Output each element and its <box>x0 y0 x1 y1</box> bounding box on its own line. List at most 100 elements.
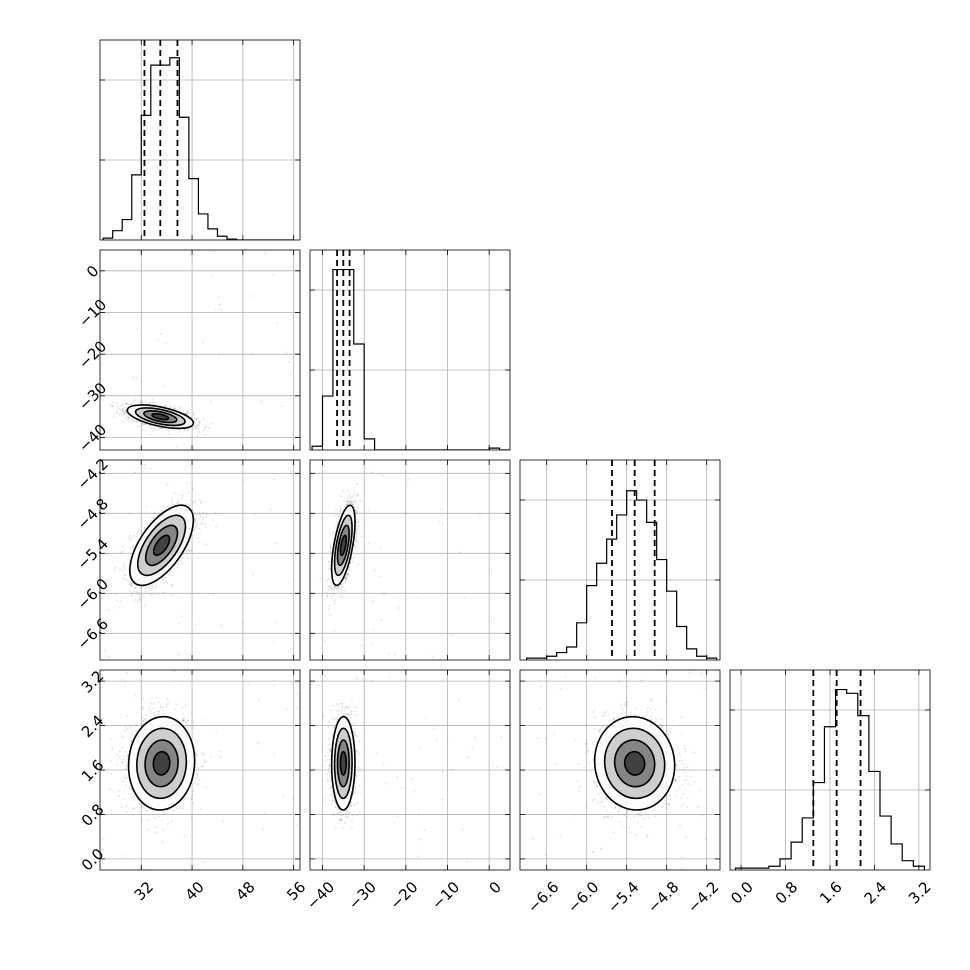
sample-point <box>204 523 206 526</box>
sample-point <box>127 416 130 419</box>
sample-point <box>130 584 133 587</box>
sample-point <box>196 435 199 438</box>
sample-point <box>354 501 357 504</box>
sample-point <box>335 509 337 512</box>
sample-point <box>337 515 340 518</box>
sample-point <box>198 541 201 544</box>
sample-point <box>201 516 204 519</box>
outlier-point <box>289 373 292 376</box>
sample-point <box>157 710 160 713</box>
outlier-point <box>220 308 223 311</box>
panel-frame <box>99 459 301 661</box>
sample-point <box>117 407 119 410</box>
contour-0 <box>152 534 171 557</box>
sample-point <box>125 411 128 414</box>
sample-point <box>156 429 159 431</box>
outlier-point <box>220 624 223 627</box>
sample-point <box>120 600 122 602</box>
outlier-point <box>450 634 453 637</box>
sample-point <box>133 590 135 592</box>
outlier-point <box>328 608 330 611</box>
sample-point <box>352 557 355 560</box>
sample-point <box>340 583 342 586</box>
sample-point <box>133 544 136 546</box>
sample-point <box>193 519 196 522</box>
sample-point <box>166 582 169 585</box>
sample-point <box>205 761 208 763</box>
sample-point <box>202 518 205 521</box>
sample-point <box>329 551 332 553</box>
histogram-1 <box>311 268 510 450</box>
outlier-point <box>492 618 495 620</box>
sample-point <box>132 545 135 548</box>
sample-point <box>145 402 148 404</box>
sample-point <box>330 546 332 549</box>
outlier-point <box>107 312 110 315</box>
sample-point <box>186 553 188 556</box>
sample-point <box>339 588 342 591</box>
sample-point <box>167 430 170 432</box>
sample-point <box>343 497 346 500</box>
sample-point <box>139 586 142 589</box>
density-fill-3 <box>340 535 347 556</box>
sample-point <box>198 421 201 424</box>
sample-point <box>184 412 187 415</box>
sample-point <box>346 500 349 502</box>
sample-point <box>144 604 146 607</box>
sample-point <box>133 399 135 402</box>
sample-point <box>193 418 196 421</box>
sample-point <box>135 420 138 423</box>
outlier-point <box>195 355 198 358</box>
sample-point <box>345 503 347 505</box>
outlier-point <box>273 274 275 276</box>
panel-frame <box>309 459 511 661</box>
contour-3 <box>129 504 195 587</box>
sample-point <box>141 531 144 533</box>
sample-point <box>196 513 198 516</box>
sample-point <box>163 582 166 584</box>
sample-point <box>331 595 333 598</box>
sample-point <box>359 499 362 502</box>
sample-point <box>333 586 336 589</box>
sample-point <box>205 426 208 428</box>
outlier-point <box>288 360 290 363</box>
sample-point <box>355 533 358 536</box>
sample-point <box>197 427 199 430</box>
sample-point <box>177 566 179 569</box>
sample-point <box>129 547 131 549</box>
sample-point <box>135 536 138 538</box>
sample-point <box>357 521 360 523</box>
sample-point <box>333 586 336 589</box>
sample-point <box>336 513 339 515</box>
sample-point <box>347 502 349 505</box>
sample-point <box>115 593 118 596</box>
sample-point <box>112 415 115 417</box>
sample-point <box>198 421 200 423</box>
sample-point <box>195 418 198 421</box>
sample-point <box>346 573 348 576</box>
sample-point <box>138 806 141 809</box>
sample-point <box>194 519 197 521</box>
sample-point <box>109 404 112 406</box>
sample-point <box>339 583 342 586</box>
sample-point <box>171 501 174 503</box>
sample-point <box>167 506 170 508</box>
sample-point <box>344 577 347 580</box>
sample-point <box>339 508 342 511</box>
sample-point <box>200 502 203 504</box>
sample-point <box>175 408 177 410</box>
sample-point <box>149 433 152 436</box>
sample-point <box>115 411 118 414</box>
sample-point <box>328 561 330 563</box>
outlier-point <box>459 551 461 554</box>
sample-point <box>166 483 169 486</box>
outlier-point <box>120 404 123 407</box>
sample-point <box>201 521 204 524</box>
sample-point <box>345 577 348 579</box>
outlier-point <box>404 512 407 514</box>
sample-point <box>329 550 332 552</box>
outlier-point <box>479 513 481 516</box>
sample-point <box>136 420 139 422</box>
outlier-point <box>274 621 277 624</box>
sample-point <box>190 549 193 552</box>
